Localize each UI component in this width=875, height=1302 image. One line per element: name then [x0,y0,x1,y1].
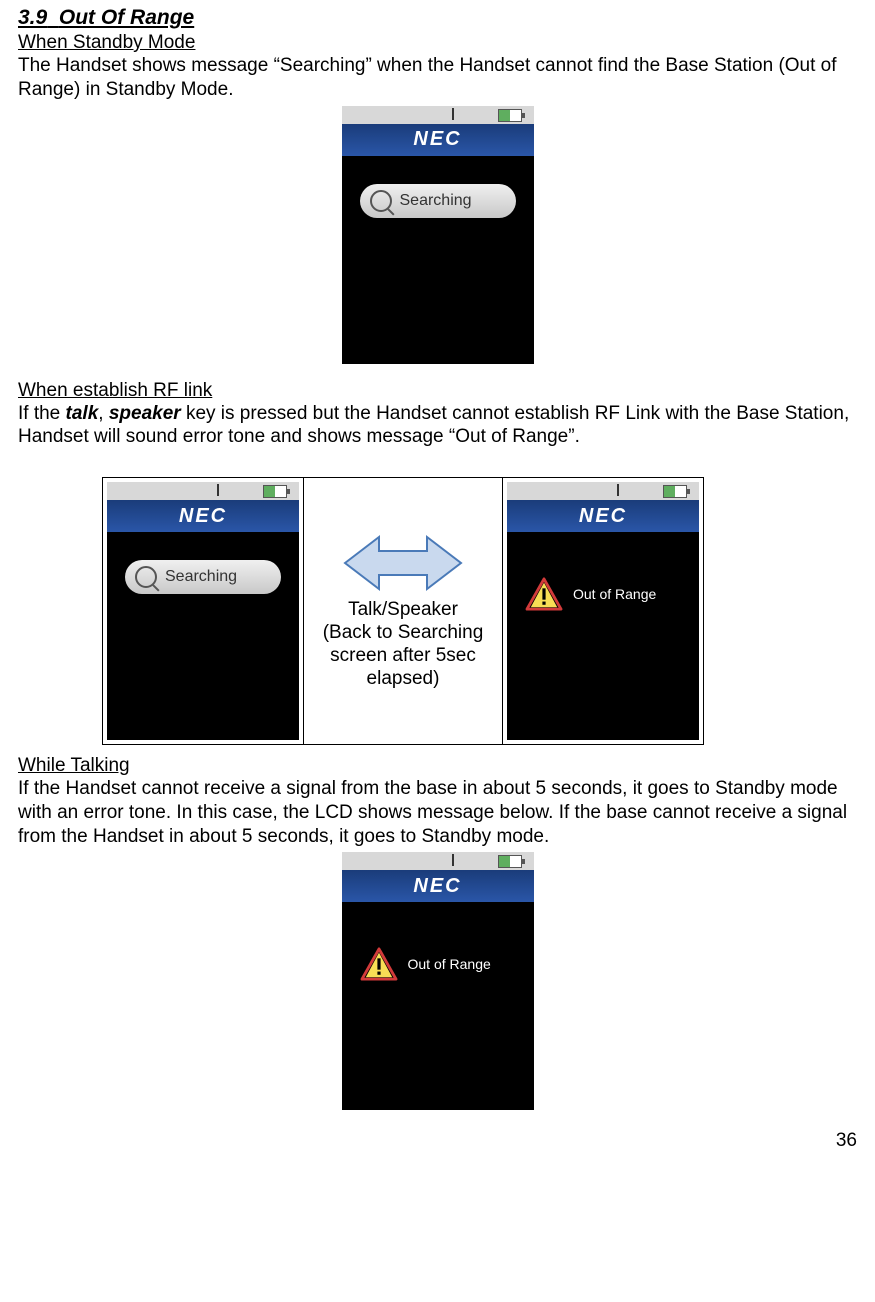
phone-logo-bar: NEC [507,500,699,532]
section-title: 3.9 Out Of Range [18,6,857,30]
warning-icon [360,947,398,981]
tri-cell-left: NEC Searching [103,478,304,745]
warn-bang-bar [377,959,380,970]
tri-line2: (Back to Searching [308,622,498,645]
out-of-range-label: Out of Range [573,586,656,602]
phone-logo-bar: NEC [107,500,299,532]
phone-logo-bar: NEC [342,124,534,156]
tri-line4: elapsed) [308,668,498,691]
antenna-icon [452,108,454,120]
phone-body: Out of Range [342,902,534,1110]
tri-line1: Talk/Speaker [308,599,498,622]
phone-statusbar [107,482,299,500]
warn-bang-dot [377,972,380,975]
section-name: Out Of Range [59,6,194,29]
rflink-prefix: If the [18,403,66,424]
rflink-heading: When establish RF link [18,380,857,402]
nec-logo: NEC [179,505,227,528]
rflink-talk: talk [66,403,99,424]
out-of-range-label: Out of Range [408,956,491,972]
standby-text: The Handset shows message “Searching” wh… [18,54,857,102]
battery-icon [498,109,522,122]
rflink-speaker: speaker [109,403,181,424]
talking-heading: While Talking [18,755,857,777]
phone-mock: NEC Searching [342,106,534,364]
phone-statusbar [342,106,534,124]
phone-body: Searching [107,532,299,740]
phone-mock-bottom: NEC Out of Range [342,852,534,1110]
talking-text: If the Handset cannot receive a signal f… [18,777,857,848]
searching-label: Searching [400,192,472,210]
phone-statusbar [507,482,699,500]
phone-body: Out of Range [507,532,699,740]
rflink-comma: , [98,403,109,424]
phone-mock-right: NEC Out of [507,482,699,740]
out-of-range-row: Out of Range [525,577,689,611]
phone-body: Searching [342,156,534,364]
out-of-range-row: Out of Range [360,947,524,981]
phone-logo-bar: NEC [342,870,534,902]
section-number: 3.9 [18,6,47,29]
magnify-icon [135,566,157,588]
battery-icon [663,485,687,498]
phone-mock-left: NEC Searching [107,482,299,740]
standby-heading: When Standby Mode [18,32,857,54]
phone-statusbar [342,852,534,870]
double-arrow-icon [343,531,463,595]
page-number: 36 [18,1130,857,1152]
rflink-text: If the talk, speaker key is pressed but … [18,402,857,450]
arrow-shape [345,537,461,589]
antenna-icon [617,484,619,496]
nec-logo: NEC [413,875,461,898]
warn-bang-dot [542,602,545,605]
warning-icon [525,577,563,611]
tri-cell-right: NEC Out of [503,478,704,745]
magnify-icon [370,190,392,212]
nec-logo: NEC [413,128,461,151]
rflink-figure-table: NEC Searching [102,477,704,745]
phone-searching-figure: NEC Searching [18,106,857,364]
antenna-icon [452,854,454,866]
tri-line3: screen after 5sec [308,645,498,668]
tri-cell-center: Talk/Speaker (Back to Searching screen a… [304,478,503,745]
searching-pill: Searching [125,560,281,594]
phone-oor-figure: NEC Out of Range [18,852,857,1110]
tri-caption: Talk/Speaker (Back to Searching screen a… [308,599,498,690]
searching-pill: Searching [360,184,516,218]
battery-icon [263,485,287,498]
antenna-icon [217,484,219,496]
warn-bang-bar [542,588,545,599]
battery-icon [498,855,522,868]
searching-label: Searching [165,568,237,586]
page: 3.9 Out Of Range When Standby Mode The H… [0,0,875,1172]
nec-logo: NEC [579,505,627,528]
